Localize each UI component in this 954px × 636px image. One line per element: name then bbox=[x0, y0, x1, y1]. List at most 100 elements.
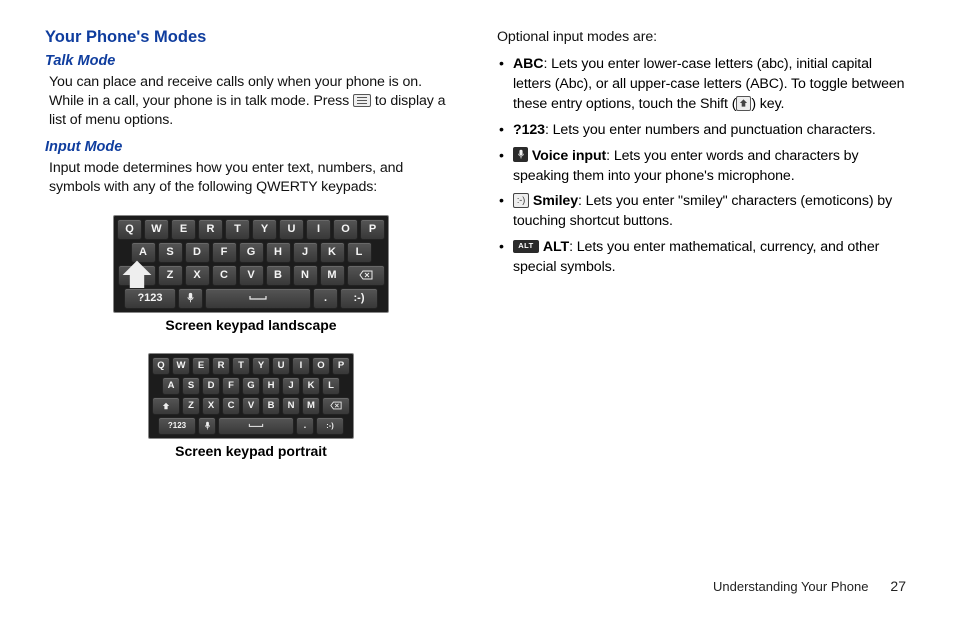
key: H bbox=[262, 377, 280, 395]
left-column: Your Phone's Modes Talk Mode You can pla… bbox=[45, 28, 457, 459]
kb-row-1: Q W E R T Y U I O P bbox=[152, 357, 350, 375]
key: Q bbox=[152, 357, 170, 375]
key: O bbox=[312, 357, 330, 375]
shift-icon bbox=[736, 96, 751, 111]
alt-icon: ALT bbox=[513, 240, 539, 253]
key: Q bbox=[117, 219, 142, 240]
key: K bbox=[320, 242, 345, 263]
smiley-label: Smiley bbox=[533, 193, 578, 209]
key: E bbox=[192, 357, 210, 375]
key: D bbox=[202, 377, 220, 395]
key: U bbox=[272, 357, 290, 375]
key: Z bbox=[158, 265, 183, 286]
alt-label: ALT bbox=[543, 239, 569, 255]
mode-alt: ALT ALT: Lets you enter mathematical, cu… bbox=[497, 238, 909, 278]
key: K bbox=[302, 377, 320, 395]
mode-abc: ABC: Lets you enter lower-case letters (… bbox=[497, 55, 909, 115]
key: L bbox=[347, 242, 372, 263]
key-mic bbox=[198, 417, 216, 435]
key: T bbox=[232, 357, 250, 375]
mode-123: ?123: Lets you enter numbers and punctua… bbox=[497, 121, 909, 141]
key: O bbox=[333, 219, 358, 240]
heading-input-mode: Input Mode bbox=[45, 139, 457, 155]
n123-label: ?123 bbox=[513, 122, 545, 138]
key-mic bbox=[178, 288, 203, 309]
kb-row-4: ?123 . :-) bbox=[152, 417, 350, 435]
key: R bbox=[198, 219, 223, 240]
smiley-icon: :-) bbox=[513, 193, 529, 208]
keyboard-landscape: Q W E R T Y U I O P A S D F G H bbox=[113, 215, 389, 313]
key: W bbox=[172, 357, 190, 375]
key: I bbox=[306, 219, 331, 240]
keyboard-portrait-wrap: Q W E R T Y U I O P A S D F G H bbox=[45, 353, 457, 459]
key: B bbox=[262, 397, 280, 415]
kb-landscape-caption: Screen keypad landscape bbox=[45, 317, 457, 333]
key: M bbox=[302, 397, 320, 415]
mic-icon bbox=[513, 147, 528, 162]
key: F bbox=[212, 242, 237, 263]
key: S bbox=[182, 377, 200, 395]
key: F bbox=[222, 377, 240, 395]
mode-voice: Voice input: Lets you enter words and ch… bbox=[497, 147, 909, 187]
voice-label: Voice input bbox=[532, 148, 606, 164]
optional-intro: Optional input modes are: bbox=[497, 28, 909, 47]
footer-page-number: 27 bbox=[890, 578, 906, 594]
key: X bbox=[185, 265, 210, 286]
menu-icon bbox=[353, 94, 371, 107]
key: G bbox=[239, 242, 264, 263]
key: Z bbox=[182, 397, 200, 415]
input-mode-text: Input mode determines how you enter text… bbox=[49, 159, 457, 197]
kb-row-2: A S D F G H J K L bbox=[117, 242, 385, 263]
key-shift bbox=[152, 397, 180, 415]
key-space bbox=[205, 288, 311, 309]
key: Y bbox=[252, 219, 277, 240]
key: L bbox=[322, 377, 340, 395]
key-sym: ?123 bbox=[124, 288, 176, 309]
key-backspace bbox=[347, 265, 385, 286]
key: X bbox=[202, 397, 220, 415]
mode-smiley: :-) Smiley: Lets you enter "smiley" char… bbox=[497, 192, 909, 232]
key: J bbox=[282, 377, 300, 395]
key: N bbox=[293, 265, 318, 286]
key: J bbox=[293, 242, 318, 263]
key: S bbox=[158, 242, 183, 263]
key: P bbox=[332, 357, 350, 375]
kb-row-4: ?123 . :-) bbox=[117, 288, 385, 309]
right-column: Optional input modes are: ABC: Lets you … bbox=[497, 28, 909, 459]
kb-row-2: A S D F G H J K L bbox=[152, 377, 350, 395]
key-smiley: :-) bbox=[340, 288, 378, 309]
key: M bbox=[320, 265, 345, 286]
abc-text-a: : Lets you enter lower-case letters (abc… bbox=[513, 56, 904, 112]
key: V bbox=[242, 397, 260, 415]
footer-section: Understanding Your Phone bbox=[713, 579, 868, 594]
key: I bbox=[292, 357, 310, 375]
key-dot: . bbox=[313, 288, 338, 309]
key: C bbox=[212, 265, 237, 286]
key: G bbox=[242, 377, 260, 395]
kb-portrait-caption: Screen keypad portrait bbox=[45, 443, 457, 459]
key: P bbox=[360, 219, 385, 240]
key: A bbox=[162, 377, 180, 395]
key: V bbox=[239, 265, 264, 286]
page-footer: Understanding Your Phone 27 bbox=[713, 578, 906, 594]
key: Y bbox=[252, 357, 270, 375]
key: U bbox=[279, 219, 304, 240]
key: T bbox=[225, 219, 250, 240]
key-dot: . bbox=[296, 417, 314, 435]
heading-modes: Your Phone's Modes bbox=[45, 28, 457, 47]
key: R bbox=[212, 357, 230, 375]
abc-text-b: ) key. bbox=[751, 96, 784, 112]
key-shift bbox=[118, 265, 156, 286]
keyboard-portrait: Q W E R T Y U I O P A S D F G H bbox=[148, 353, 354, 439]
key: N bbox=[282, 397, 300, 415]
optional-modes-list: ABC: Lets you enter lower-case letters (… bbox=[497, 55, 909, 278]
heading-talk-mode: Talk Mode bbox=[45, 53, 457, 69]
key: E bbox=[171, 219, 196, 240]
kb-row-1: Q W E R T Y U I O P bbox=[117, 219, 385, 240]
key: W bbox=[144, 219, 169, 240]
kb-row-3: Z X C V B N M bbox=[152, 397, 350, 415]
key: H bbox=[266, 242, 291, 263]
talk-mode-text: You can place and receive calls only whe… bbox=[49, 73, 457, 131]
abc-label: ABC bbox=[513, 56, 543, 72]
keyboard-landscape-wrap: Q W E R T Y U I O P A S D F G H bbox=[45, 215, 457, 333]
